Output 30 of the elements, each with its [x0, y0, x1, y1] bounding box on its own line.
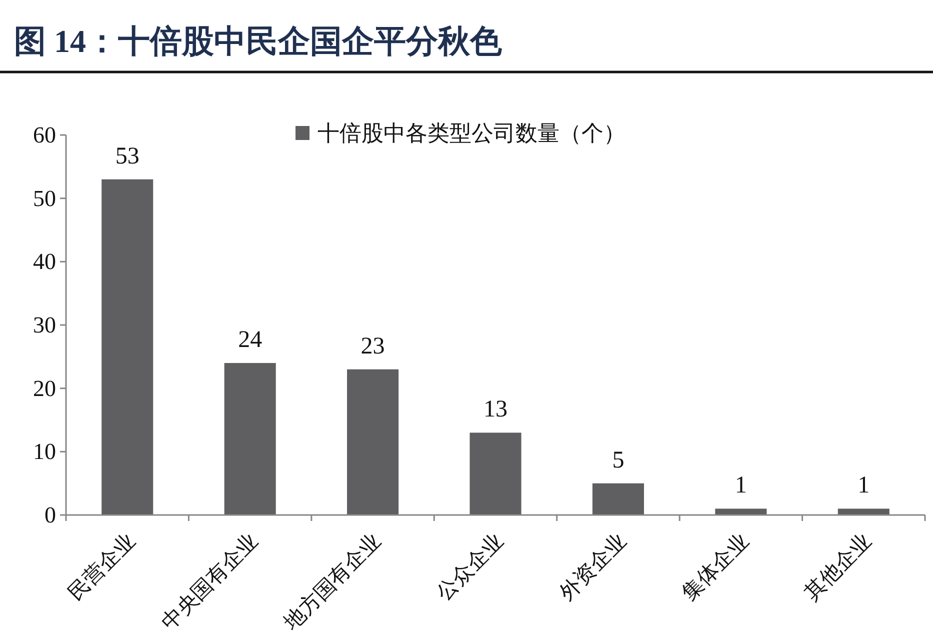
y-tick-label: 60: [33, 122, 56, 148]
y-tick-label: 20: [33, 376, 56, 401]
data-label: 23: [360, 333, 385, 360]
x-tick-label: 外资企业: [554, 528, 631, 605]
bar: [715, 508, 767, 515]
x-tick-label: 民营企业: [63, 528, 140, 605]
x-tick-label: 公众企业: [432, 528, 508, 605]
data-label: 24: [238, 327, 262, 353]
y-tick-label: 30: [33, 312, 56, 338]
bar: [224, 363, 276, 515]
bar: [838, 508, 890, 515]
legend-label: 十倍股中各类型公司数量（个）: [318, 120, 626, 146]
data-label: 53: [115, 143, 140, 170]
data-label: 1: [858, 472, 870, 499]
x-tick-label: 中央国有企业: [156, 528, 263, 635]
bar: [102, 179, 154, 515]
x-tick-label: 地方国有企业: [278, 528, 386, 636]
x-tick-label: 其他企业: [800, 528, 876, 605]
chart-title: 图 14：十倍股中民企国企平分秋色: [14, 23, 503, 59]
x-tick-label: 集体企业: [677, 528, 754, 605]
bar: [592, 483, 644, 515]
data-label: 13: [484, 396, 508, 423]
data-label: 1: [734, 472, 747, 499]
y-tick-label: 10: [33, 439, 56, 464]
y-tick-label: 40: [33, 249, 56, 274]
data-label: 5: [612, 447, 624, 474]
y-tick-label: 50: [33, 186, 56, 211]
y-tick-label: 0: [44, 502, 56, 528]
bar: [347, 369, 399, 515]
bar: [470, 432, 522, 515]
